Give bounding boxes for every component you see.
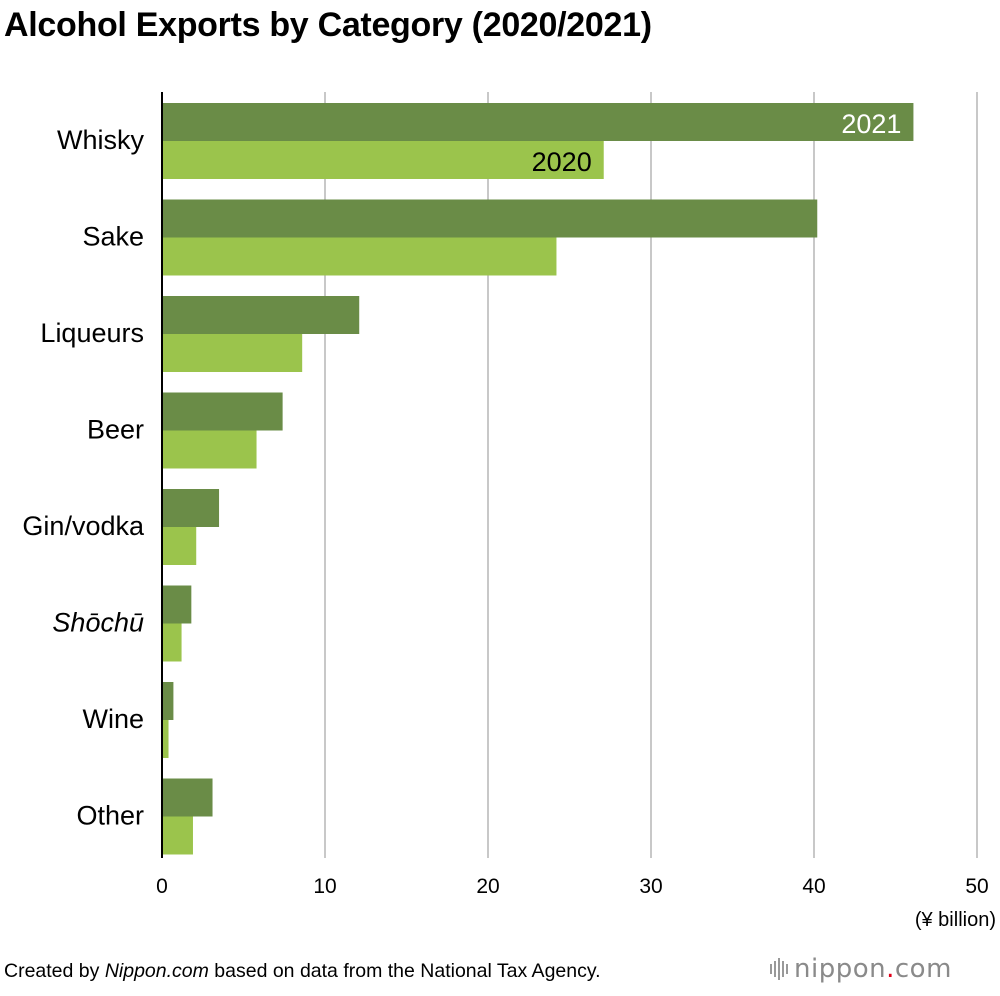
category-labels: Whisky Sake Liqueurs Beer Gin/vodka Shōchū Win… <box>22 125 145 831</box>
series-label-2020: 2020 <box>532 147 592 177</box>
source-note: Created by Nippon.com based on data from… <box>4 960 601 983</box>
chart-title: Alcohol Exports by Category (2020/2021) <box>4 6 652 44</box>
bar-2021 <box>162 585 192 624</box>
source-name: Nippon.com <box>104 960 209 982</box>
bar-2020 <box>162 527 197 565</box>
x-tick-label: 0 <box>156 875 168 898</box>
bar-2021 <box>162 392 283 431</box>
x-tick-label: 20 <box>476 875 499 898</box>
x-tick-label: 10 <box>313 875 336 898</box>
category-label: Sake <box>82 222 144 252</box>
bar-2021 <box>162 682 174 720</box>
bar-2020 <box>162 334 303 372</box>
category-label: Shōchū <box>52 608 144 638</box>
x-axis-label: (¥ billion) <box>915 909 996 931</box>
category-label: Liqueurs <box>40 318 144 348</box>
bars: 2021 2020 <box>162 103 914 855</box>
x-tick-label: 30 <box>639 875 662 898</box>
source-prefix: Created by <box>4 960 105 982</box>
nippon-com-logo: nippon.com <box>770 954 952 984</box>
category-label: Other <box>76 801 144 831</box>
bar-2021 <box>162 778 213 817</box>
source-suffix: based on data from the National Tax Agen… <box>208 960 601 982</box>
bar-2021 <box>162 296 360 334</box>
bar-2020 <box>162 141 604 179</box>
category-label: Wine <box>82 704 144 734</box>
x-tick-label: 40 <box>802 875 825 898</box>
bar-2021 <box>162 199 818 238</box>
category-label: Gin/vodka <box>22 511 145 541</box>
bar-2021 <box>162 489 220 527</box>
bar-2020 <box>162 816 193 855</box>
logo-bars-icon <box>770 956 788 982</box>
x-tick-labels: 0 10 20 30 40 50 <box>156 875 989 898</box>
series-label-2021: 2021 <box>841 109 901 139</box>
bar-2021 <box>162 103 914 141</box>
x-tick-label: 50 <box>965 875 988 898</box>
bar-2020 <box>162 720 169 758</box>
category-label: Beer <box>87 415 144 445</box>
bar-2020 <box>162 237 557 276</box>
logo-wordmark: nippon.com <box>794 954 952 984</box>
category-label: Whisky <box>57 125 144 155</box>
bar-2020 <box>162 623 182 662</box>
bar-2020 <box>162 430 257 469</box>
